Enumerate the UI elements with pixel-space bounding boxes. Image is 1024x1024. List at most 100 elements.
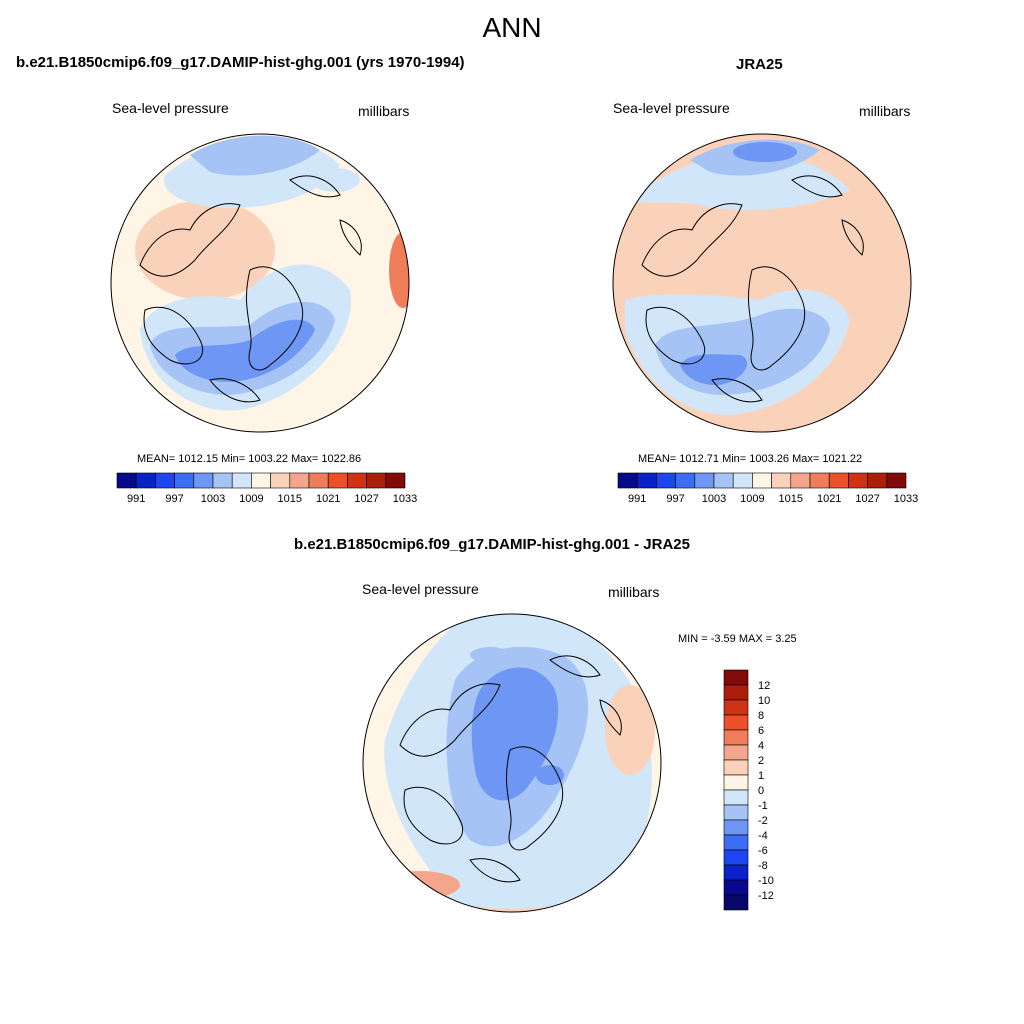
main-title: ANN	[482, 12, 542, 43]
colorbar-box	[723, 729, 749, 746]
colorbar-box	[867, 472, 888, 489]
coastline-segment	[403, 786, 464, 845]
colorbar-tick-label: 1027	[354, 493, 378, 505]
colorbar-tick-label: 997	[165, 493, 183, 505]
colorbar-tick-label: 1009	[239, 493, 263, 505]
colorbar-tick-label: -8	[758, 860, 768, 872]
colorbar-box	[270, 472, 291, 489]
coastline-segment	[139, 203, 241, 277]
panel-diff-units: millibars	[608, 584, 660, 600]
colorbar-tick-label: 1015	[278, 493, 302, 505]
colorbar-tick-label: 1027	[855, 493, 879, 505]
coastline-segment	[641, 203, 743, 277]
panel-diff-title: b.e21.B1850cmip6.f09_g17.DAMIP-hist-ghg.…	[294, 536, 690, 553]
coastline-segment	[246, 266, 304, 371]
colorbar-box	[385, 472, 406, 489]
colorbar-box	[723, 804, 749, 821]
colorbar-box	[251, 472, 271, 489]
coastline-segment	[791, 175, 843, 198]
colorbar-tick-label: 4	[758, 740, 764, 752]
colorbar-box	[694, 472, 715, 489]
coastline-segment	[711, 378, 763, 403]
colorbar-box	[723, 819, 749, 836]
colorbar-tick-label: 8	[758, 710, 764, 722]
colorbar-box	[723, 774, 749, 791]
colorbar-box	[848, 472, 868, 489]
colorbar-box	[289, 472, 310, 489]
colorbar-tick-label: -12	[758, 890, 774, 902]
colorbar-tick-label: -4	[758, 830, 768, 842]
colorbar-box	[886, 472, 907, 489]
colorbar-obs: 991 997 1003 1009 1015 1021 1027 1033	[617, 472, 918, 505]
colorbar-tick-label: -10	[758, 875, 774, 887]
colorbar-box	[723, 759, 749, 776]
colorbar-tick-label: 1	[758, 770, 764, 782]
colorbar-box	[723, 864, 749, 881]
colorbar-model: 991 997 1003 1009 1015 1021 1027 1033	[116, 472, 417, 505]
colorbar-tick-label: 0	[758, 785, 764, 797]
colorbar-box	[752, 472, 772, 489]
colorbar-box	[723, 849, 749, 866]
coastline-segment	[506, 746, 564, 851]
colorbar-box	[116, 472, 137, 489]
colorbar-box	[193, 472, 214, 489]
colorbar-box	[155, 472, 175, 489]
colorbar-box	[771, 472, 792, 489]
colorbar-box	[809, 472, 830, 489]
colorbar-tick-label: 2	[758, 755, 764, 767]
colorbar-tick-label: 1021	[316, 493, 340, 505]
coastline-segment	[399, 683, 501, 757]
colorbar-box	[828, 472, 849, 489]
map-obs	[612, 133, 912, 433]
colorbar-box	[327, 472, 348, 489]
colorbar-box	[636, 472, 657, 489]
colorbar-box	[212, 472, 233, 489]
colorbar-box	[723, 684, 749, 701]
coastline-segment	[599, 699, 622, 736]
colorbar-tick-label: 1033	[393, 493, 417, 505]
coastline-segment	[841, 219, 864, 256]
colorbar-box	[347, 472, 367, 489]
colorbar-tick-label: 1003	[201, 493, 225, 505]
colorbar-box	[308, 472, 329, 489]
colorbar-box	[723, 894, 749, 911]
coastline-segment	[549, 655, 601, 678]
colorbar-box	[723, 669, 749, 686]
panel-obs-variable: Sea-level pressure	[613, 100, 730, 116]
panel-obs-title: JRA25	[736, 56, 783, 73]
colorbar-tick-label: 991	[628, 493, 646, 505]
colorbar-tick-label: 1021	[817, 493, 841, 505]
colorbar-tick-label: 1003	[702, 493, 726, 505]
colorbar-tick-label: -2	[758, 815, 768, 827]
colorbar-box	[366, 472, 387, 489]
coastline-segment	[645, 306, 706, 365]
colorbar-box	[732, 472, 753, 489]
coastline-segment	[209, 378, 261, 403]
colorbar-box	[656, 472, 676, 489]
colorbar-box	[723, 699, 749, 716]
colorbar-box	[713, 472, 734, 489]
panel-diff-stats: MIN = -3.59 MAX = 3.25	[678, 633, 797, 645]
map-diff	[362, 613, 662, 913]
panel-model-stats: MEAN= 1012.15 Min= 1003.22 Max= 1022.86	[137, 453, 362, 465]
coastline-segment	[748, 266, 806, 371]
colorbar-box	[135, 472, 156, 489]
map-model	[110, 133, 410, 433]
panel-model-units: millibars	[358, 103, 410, 119]
colorbar-box	[174, 472, 195, 489]
colorbar-box	[723, 714, 749, 731]
colorbar-tick-label: 1033	[894, 493, 918, 505]
colorbar-box	[723, 879, 749, 896]
colorbar-tick-label: 991	[127, 493, 145, 505]
colorbar-box	[617, 472, 638, 489]
colorbar-tick-label: 997	[666, 493, 684, 505]
colorbar-box	[790, 472, 811, 489]
colorbar-box	[723, 789, 749, 806]
colorbar-tick-label: 1009	[740, 493, 764, 505]
colorbar-tick-label: 12	[758, 680, 770, 692]
colorbar-box	[723, 834, 749, 851]
coastline-segment	[469, 858, 521, 883]
coastline-segment	[339, 219, 362, 256]
